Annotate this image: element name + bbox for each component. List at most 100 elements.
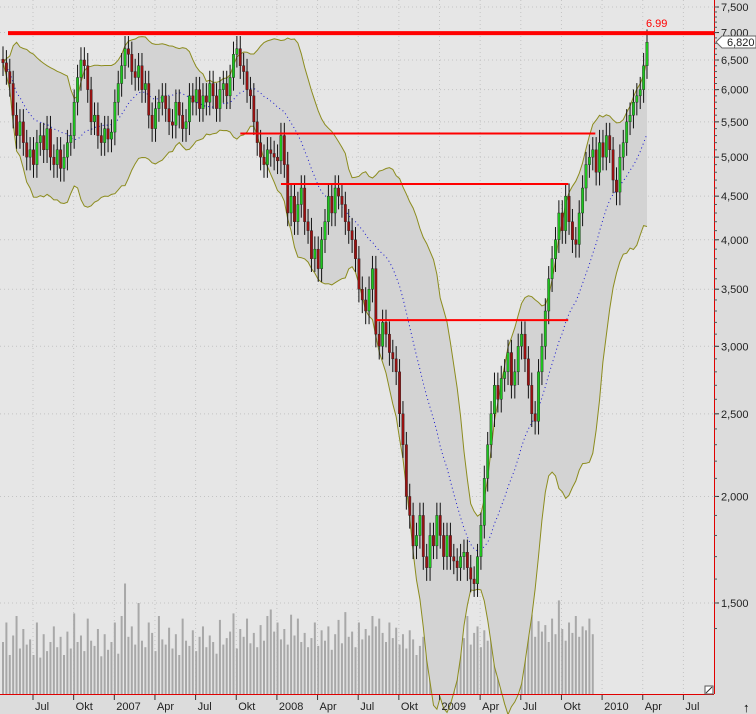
candle-body bbox=[432, 535, 435, 547]
volume-bar bbox=[147, 622, 150, 694]
candle-body bbox=[567, 195, 571, 222]
resize-handle[interactable] bbox=[704, 685, 714, 695]
candle-body bbox=[208, 83, 212, 103]
candle-body bbox=[625, 121, 629, 143]
x-tick-label: 2010 bbox=[604, 701, 628, 713]
candle-body bbox=[1, 58, 5, 64]
volume-bar bbox=[12, 635, 15, 694]
candle-body bbox=[184, 121, 188, 129]
candle-body bbox=[550, 258, 554, 279]
candle-body bbox=[232, 54, 235, 78]
candle-body bbox=[228, 77, 232, 97]
volume-bar bbox=[144, 647, 147, 694]
volume-bar bbox=[56, 647, 59, 694]
volume-bar bbox=[354, 647, 357, 694]
candle-body bbox=[65, 142, 69, 158]
candle-body bbox=[62, 156, 66, 169]
candle-body bbox=[147, 83, 151, 116]
volume-bar bbox=[110, 642, 113, 694]
volume-bar bbox=[401, 634, 404, 694]
candle-body bbox=[421, 515, 425, 557]
volume-bar bbox=[581, 626, 584, 694]
candle-body bbox=[140, 65, 144, 90]
volume-bar bbox=[486, 640, 489, 694]
volume-bar bbox=[198, 636, 201, 694]
volume-bar bbox=[225, 638, 228, 694]
candle-body bbox=[316, 248, 320, 269]
volume-bar bbox=[381, 632, 384, 694]
candle-body bbox=[364, 299, 368, 312]
candle-body bbox=[645, 41, 649, 66]
candle-body bbox=[259, 142, 262, 158]
volume-bar bbox=[63, 655, 66, 694]
volume-bar bbox=[59, 636, 62, 694]
candle-body bbox=[72, 101, 76, 136]
candle-body bbox=[601, 142, 605, 158]
candle-body bbox=[59, 149, 63, 169]
volume-bar bbox=[52, 626, 55, 694]
candle-body bbox=[618, 156, 622, 193]
volume-bar bbox=[18, 648, 21, 694]
x-tick-label: Jul bbox=[685, 701, 699, 713]
candle-body bbox=[445, 535, 449, 557]
candle-body bbox=[384, 322, 388, 335]
candle-body bbox=[615, 179, 618, 193]
volume-bar bbox=[259, 625, 262, 694]
volume-bar bbox=[405, 648, 408, 694]
volume-bar bbox=[212, 642, 215, 694]
candle-body bbox=[452, 556, 456, 562]
y-tick-label: 5,500 bbox=[721, 117, 749, 129]
candle-body bbox=[52, 156, 56, 165]
candle-body bbox=[35, 142, 39, 165]
volume-bar bbox=[395, 627, 398, 694]
volume-bar bbox=[73, 613, 76, 694]
candle-body bbox=[506, 352, 510, 373]
volume-bar bbox=[76, 642, 79, 694]
candle-body bbox=[127, 48, 130, 55]
candle-body bbox=[357, 258, 361, 290]
candle-body bbox=[543, 310, 547, 347]
volume-bar bbox=[5, 622, 8, 694]
candle-body bbox=[11, 83, 15, 116]
candle-body bbox=[323, 221, 327, 240]
candle-body bbox=[252, 95, 256, 123]
candle-body bbox=[554, 239, 557, 259]
candle-body bbox=[574, 239, 578, 245]
volume-bar bbox=[290, 614, 293, 694]
candle-body bbox=[449, 535, 452, 557]
candle-body bbox=[435, 515, 439, 547]
volume-bar bbox=[378, 618, 381, 694]
candle-body bbox=[425, 556, 429, 568]
volume-bar bbox=[140, 640, 143, 694]
candle-body bbox=[608, 135, 612, 151]
candle-body bbox=[564, 195, 568, 231]
volume-bar bbox=[93, 645, 96, 694]
candle-body bbox=[642, 65, 646, 90]
y-tick-label: 4,500 bbox=[721, 191, 749, 203]
scroll-up-arrow-icon[interactable]: ↑ bbox=[743, 700, 750, 714]
candle-body bbox=[21, 121, 25, 143]
last-price-tag: 6,820 bbox=[715, 35, 756, 49]
volume-bar bbox=[564, 640, 567, 694]
x-tick-label: 2009 bbox=[442, 701, 466, 713]
candle-body bbox=[557, 212, 561, 240]
y-tick-label: 3,500 bbox=[721, 284, 749, 296]
volume-bar bbox=[303, 632, 306, 694]
candle-body bbox=[401, 413, 405, 445]
volume-bar bbox=[113, 622, 116, 694]
volume-bar bbox=[205, 647, 208, 694]
volume-bar bbox=[483, 630, 486, 694]
volume-bar bbox=[171, 648, 174, 694]
candle-body bbox=[174, 101, 178, 126]
y-tick-label: 1,500 bbox=[721, 598, 749, 610]
volume-bar bbox=[8, 655, 11, 694]
volume-bar bbox=[168, 627, 171, 694]
x-tick-label: Jul bbox=[198, 701, 212, 713]
candle-body bbox=[82, 59, 86, 66]
volume-bar bbox=[69, 648, 72, 694]
candle-body bbox=[106, 128, 110, 140]
volume-bar bbox=[130, 626, 133, 694]
volume-bar bbox=[86, 618, 89, 694]
volume-bar bbox=[588, 618, 591, 694]
candle-body bbox=[513, 371, 517, 386]
